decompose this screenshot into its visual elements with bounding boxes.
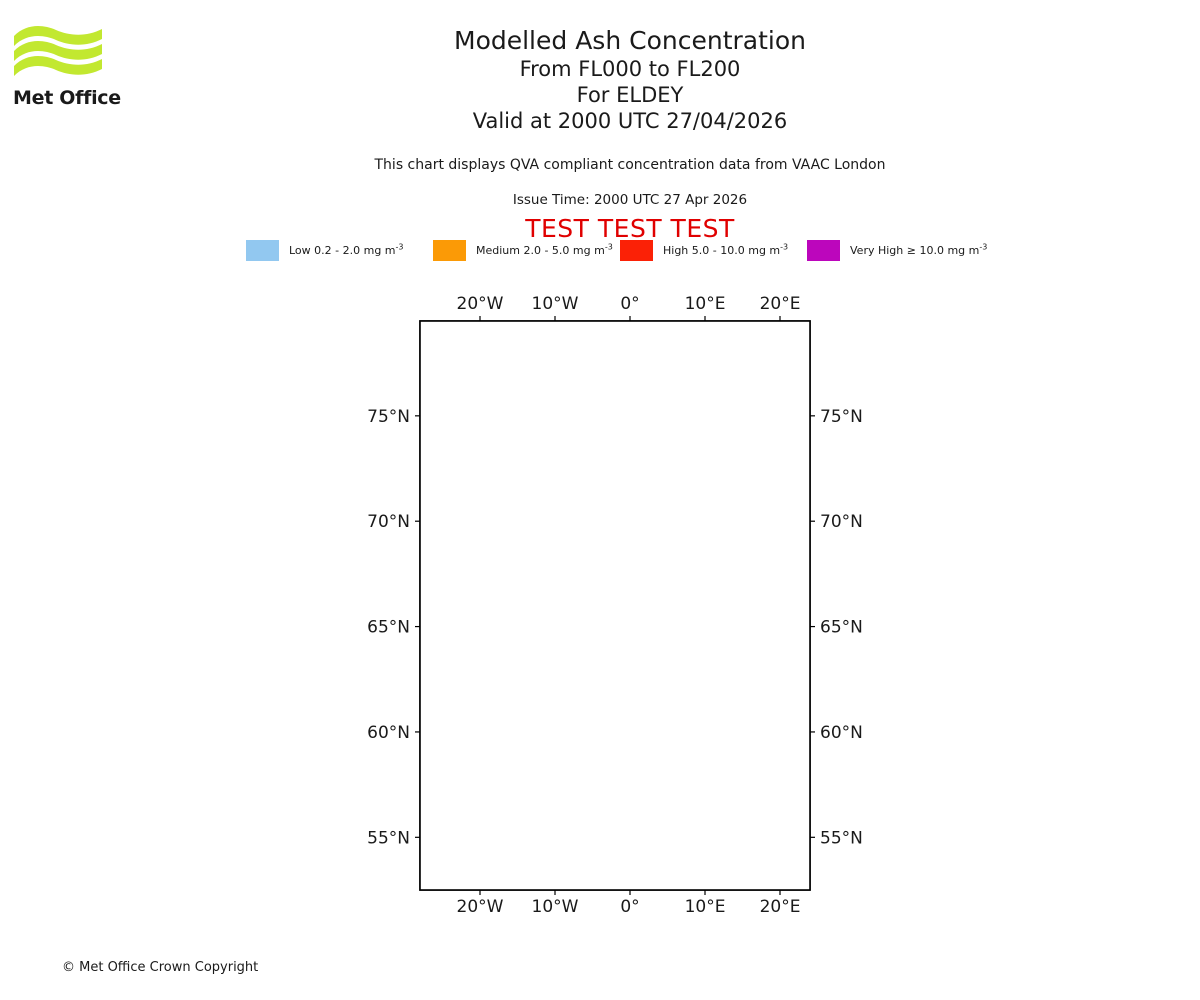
volcano-name: For ELDEY	[576, 83, 684, 107]
chart-header: Modelled Ash Concentration From FL000 to…	[180, 26, 1080, 134]
lat-tick-label: 55°N	[367, 828, 410, 848]
copyright-notice: © Met Office Crown Copyright	[62, 960, 259, 975]
lon-tick-label: 0°	[620, 294, 639, 314]
lon-tick-label: 10°E	[685, 897, 726, 917]
map-tickmarks	[415, 316, 815, 895]
lon-tick-label: 10°W	[532, 294, 579, 314]
map-axis-labels: 20°W 20°W 10°W 10°W 0° 0° 10°E 10°E 20°E 20°E 75°N…	[367, 294, 863, 917]
lat-tick-label: 70°N	[367, 512, 410, 532]
met-office-wordmark: Met Office	[13, 87, 121, 109]
lon-tick-label: 0°	[620, 897, 639, 917]
lat-tick-label: 60°N	[367, 723, 410, 743]
legend-item-very-high: Very High ≥ 10.0 mg m-3	[807, 239, 994, 261]
lat-tick-label: 55°N	[820, 828, 863, 848]
qva-compliance-note: This chart displays QVA compliant concen…	[374, 157, 886, 173]
legend-swatch-very-high	[807, 239, 840, 261]
lon-tick-label: 20°W	[457, 294, 504, 314]
ash-concentration-map: 20°W 20°W 10°W 10°W 0° 0° 10°E 10°E 20°E 20°E 75°N…	[320, 285, 900, 925]
legend-item-low: Low 0.2 - 2.0 mg m-3	[246, 239, 433, 261]
lat-tick-label: 60°N	[820, 723, 863, 743]
legend-swatch-low	[246, 239, 279, 261]
legend-item-high: High 5.0 - 10.0 mg m-3	[620, 239, 807, 261]
legend-label-low: Low 0.2 - 2.0 mg m-3	[289, 241, 404, 257]
legend-label-very-high: Very High ≥ 10.0 mg m-3	[850, 241, 988, 257]
lat-tick-label: 65°N	[820, 618, 863, 638]
lat-tick-label: 70°N	[820, 512, 863, 532]
issue-time: Issue Time: 2000 UTC 27 Apr 2026	[512, 192, 748, 208]
concentration-legend: Low 0.2 - 2.0 mg m-3 Medium 2.0 - 5.0 mg…	[246, 239, 996, 261]
flight-level-range: From FL000 to FL200	[519, 57, 741, 81]
page-title: Modelled Ash Concentration	[454, 26, 806, 55]
legend-swatch-high	[620, 239, 653, 261]
legend-item-medium: Medium 2.0 - 5.0 mg m-3	[433, 239, 620, 261]
lon-tick-label: 10°E	[685, 294, 726, 314]
lon-tick-label: 20°E	[760, 294, 801, 314]
lon-tick-label: 10°W	[532, 897, 579, 917]
valid-time: Valid at 2000 UTC 27/04/2026	[472, 109, 788, 133]
legend-label-medium: Medium 2.0 - 5.0 mg m-3	[476, 241, 613, 257]
map-plot-frame-top	[419, 320, 811, 891]
legend-swatch-medium	[433, 239, 466, 261]
lat-tick-label: 65°N	[367, 618, 410, 638]
met-office-logo: Met Office	[12, 20, 192, 109]
test-banner: TEST TEST TEST	[525, 214, 735, 243]
lon-tick-label: 20°W	[457, 897, 504, 917]
lat-tick-label: 75°N	[367, 407, 410, 427]
legend-label-high: High 5.0 - 10.0 mg m-3	[663, 241, 789, 257]
lon-tick-label: 20°E	[760, 897, 801, 917]
met-office-waves-logo-icon	[14, 26, 102, 76]
lat-tick-label: 75°N	[820, 407, 863, 427]
